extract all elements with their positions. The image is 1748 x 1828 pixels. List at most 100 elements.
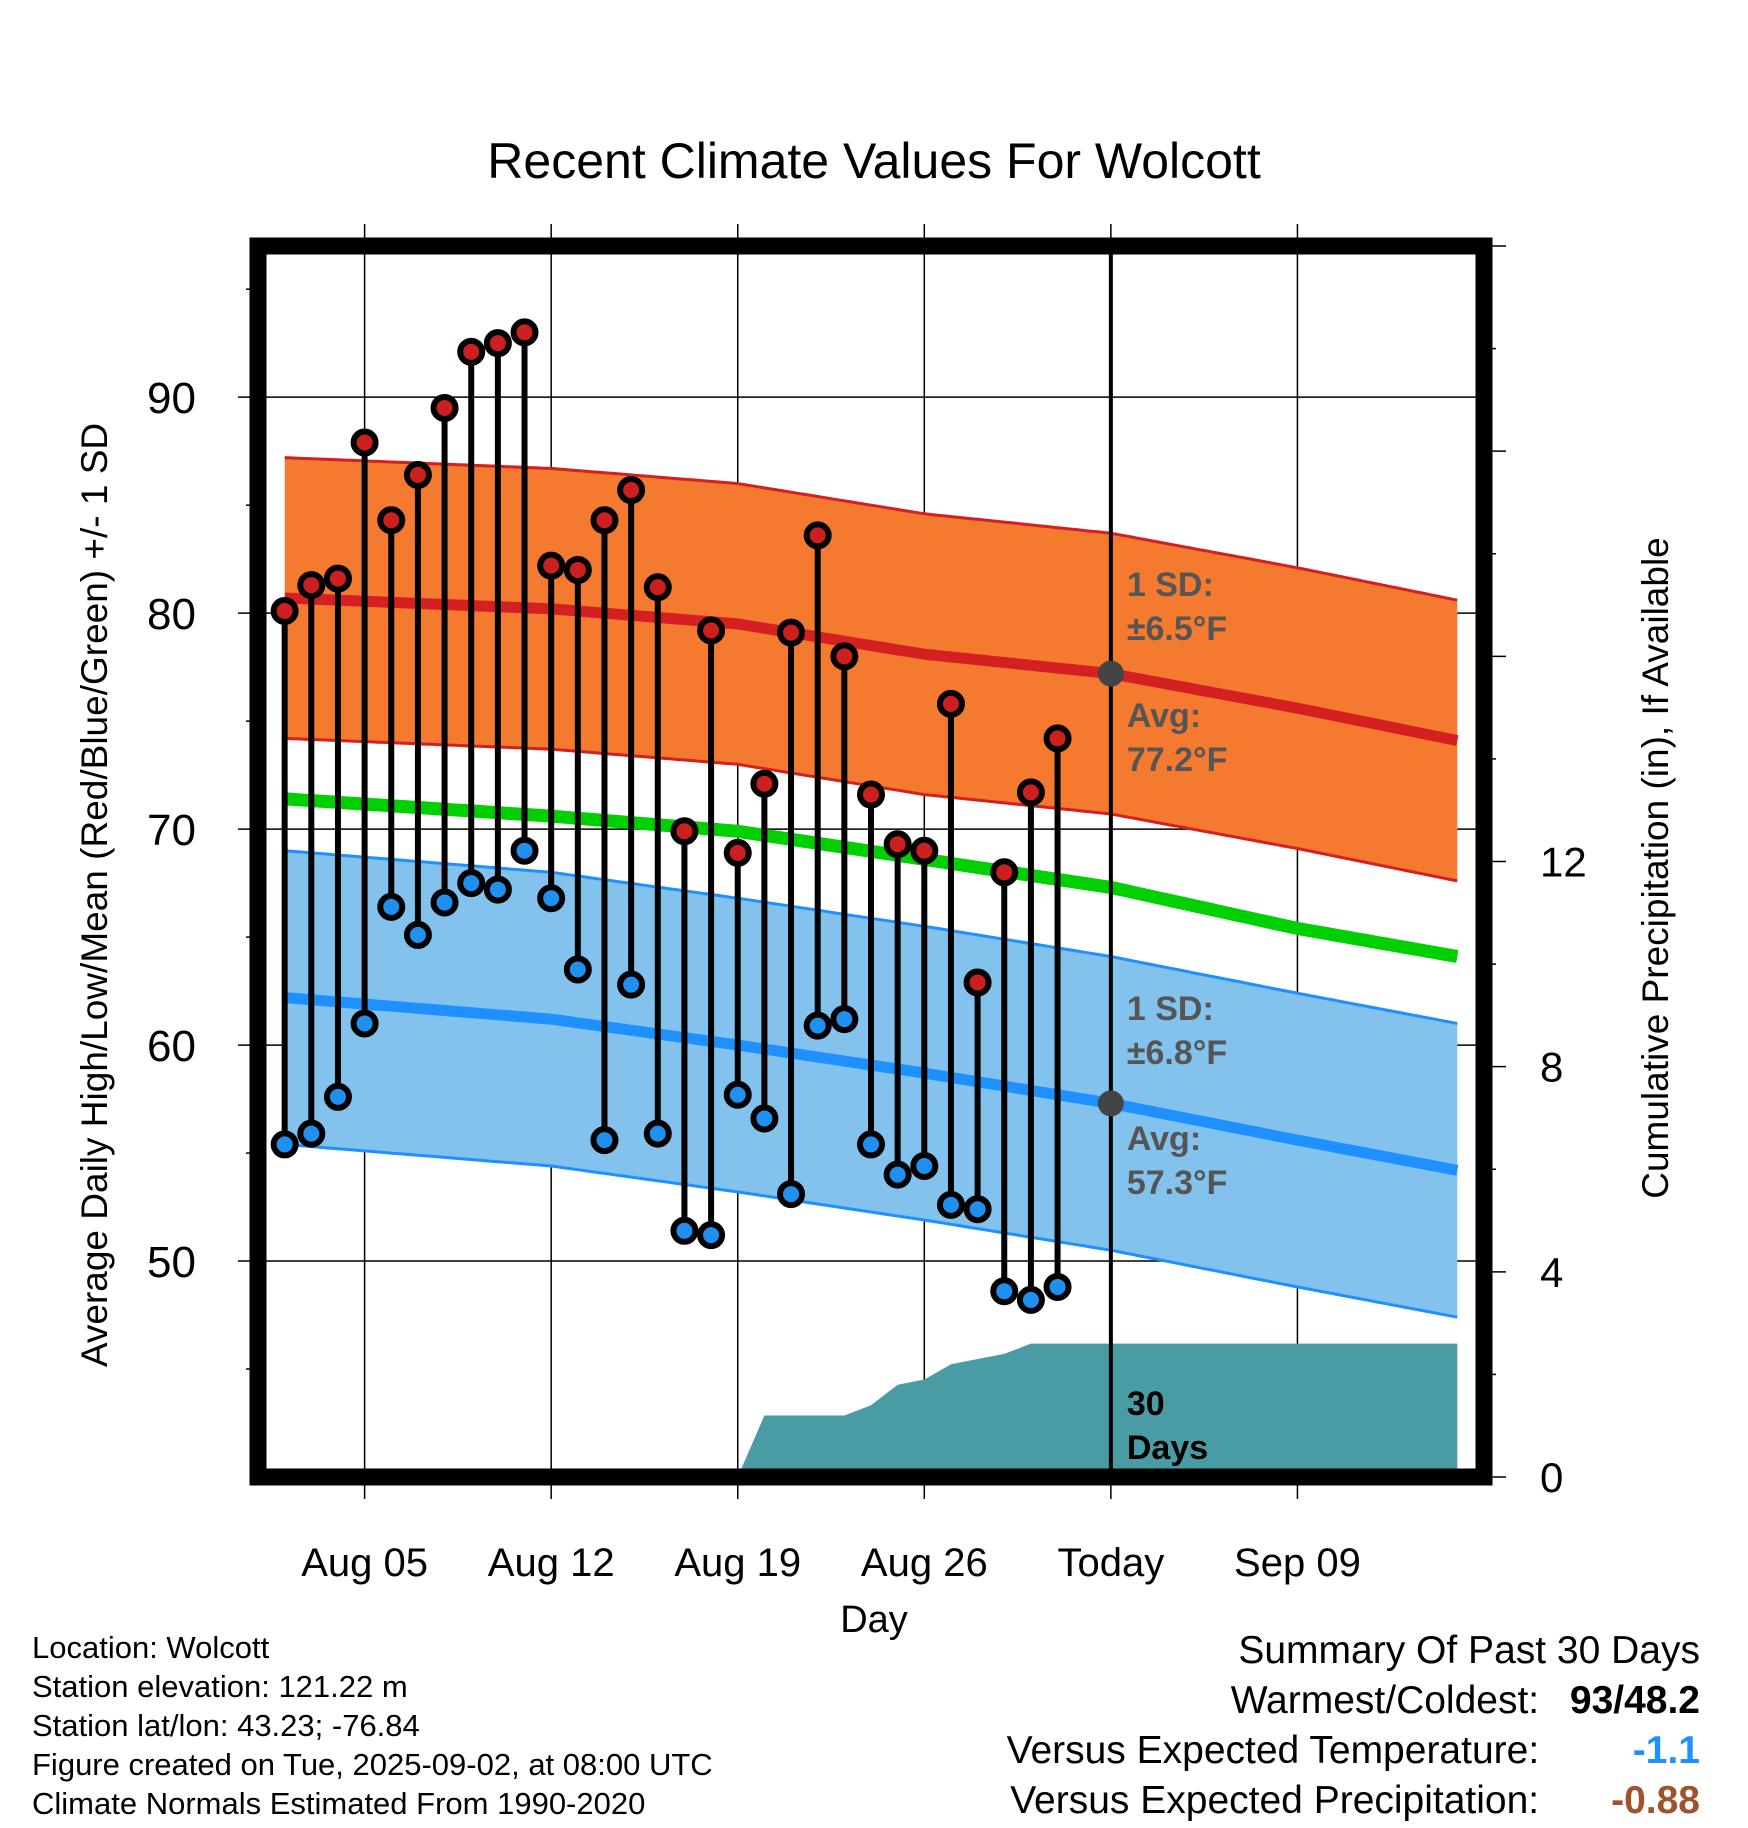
high-avg-value: 77.2°F bbox=[1127, 741, 1228, 779]
x-tick-label: Sep 09 bbox=[1234, 1541, 1361, 1585]
low-dot bbox=[670, 1216, 699, 1245]
low-dot bbox=[537, 884, 566, 913]
high-dot bbox=[563, 555, 592, 584]
low-dot bbox=[563, 955, 592, 984]
high-sd-value: ±6.5°F bbox=[1127, 610, 1227, 648]
low-dot bbox=[457, 869, 486, 898]
low-dot bbox=[483, 875, 512, 904]
high-dot bbox=[830, 642, 859, 671]
x-tick-label: Aug 05 bbox=[301, 1541, 428, 1585]
summary-panel: Summary Of Past 30 Days Warmest/Coldest:… bbox=[1007, 1626, 1700, 1826]
days-text-label: Days bbox=[1127, 1429, 1208, 1467]
low-dot bbox=[803, 1011, 832, 1040]
low-dot bbox=[297, 1119, 326, 1148]
normals-text: Climate Normals Estimated From 1990-2020 bbox=[32, 1786, 646, 1821]
high-dot bbox=[350, 428, 379, 457]
high-dot bbox=[430, 393, 459, 422]
high-dot bbox=[297, 571, 326, 600]
summary-title: Summary Of Past 30 Days bbox=[1238, 1629, 1700, 1672]
y2-tick-label: 0 bbox=[1540, 1454, 1563, 1501]
high-sd-band-upper-edge bbox=[284, 456, 1458, 602]
high-dot bbox=[590, 506, 619, 535]
low-dot bbox=[403, 920, 432, 949]
y2-tick-label: 8 bbox=[1540, 1044, 1563, 1091]
high-dot bbox=[457, 337, 486, 366]
latlon-text: Station lat/lon: 43.23; -76.84 bbox=[32, 1708, 420, 1743]
high-avg-label: Avg: bbox=[1127, 697, 1201, 735]
elevation-text: Station elevation: 121.22 m bbox=[32, 1669, 408, 1704]
low-dot bbox=[617, 970, 646, 999]
low-sd-band-lower-edge bbox=[284, 1142, 1458, 1319]
low-dot bbox=[323, 1082, 352, 1111]
high-dot bbox=[510, 318, 539, 347]
plot-area: 1 SD: ±6.5°F Avg: 77.2°F 1 SD: ±6.8°F Avg: 57.3… bbox=[147, 224, 1587, 1585]
high-dot bbox=[483, 329, 512, 358]
low-dot bbox=[883, 1160, 912, 1189]
high-dot bbox=[936, 689, 965, 718]
high-dot bbox=[670, 817, 699, 846]
y-tick-label: 50 bbox=[147, 1238, 196, 1287]
low-avg-value: 57.3°F bbox=[1127, 1164, 1228, 1202]
warmest-label: Warmest/Coldest: bbox=[1230, 1679, 1540, 1722]
high-dot bbox=[963, 968, 992, 997]
high-dot bbox=[990, 858, 1019, 887]
high-sd-label: 1 SD: bbox=[1127, 566, 1214, 604]
low-dot bbox=[430, 888, 459, 917]
high-dot bbox=[403, 460, 432, 489]
warmest-value: 93/48.2 bbox=[1569, 1679, 1700, 1722]
y2-tick-label: 4 bbox=[1540, 1249, 1563, 1296]
low-avg-label: Avg: bbox=[1127, 1120, 1201, 1158]
normal-high-line bbox=[284, 592, 1459, 746]
high-dot bbox=[377, 506, 406, 535]
precip-value: -0.88 bbox=[1611, 1779, 1700, 1822]
precip-area bbox=[737, 1343, 1458, 1477]
high-dot bbox=[750, 769, 779, 798]
precip-label: Versus Expected Precipitation: bbox=[1010, 1779, 1540, 1822]
y-tick-label: 60 bbox=[147, 1022, 196, 1071]
x-tick-label: Today bbox=[1057, 1541, 1164, 1585]
low-dot bbox=[1043, 1272, 1072, 1301]
x-tick-label: Aug 26 bbox=[861, 1541, 988, 1585]
low-dot bbox=[377, 892, 406, 921]
low-dot bbox=[830, 1005, 859, 1034]
low-dot bbox=[723, 1080, 752, 1109]
high-dot bbox=[643, 573, 672, 602]
low-dot bbox=[590, 1126, 619, 1155]
high-dot bbox=[777, 618, 806, 647]
low-dot bbox=[910, 1152, 939, 1181]
low-dot bbox=[936, 1190, 965, 1219]
high-dot bbox=[910, 836, 939, 865]
y2-axis-label: Cumulative Precipitation (in), If Availa… bbox=[1635, 537, 1676, 1199]
high-dot bbox=[270, 596, 299, 625]
today-low-marker bbox=[1097, 1090, 1124, 1117]
low-dot bbox=[777, 1180, 806, 1209]
warmest-row: Warmest/Coldest: 93/48.2 bbox=[1007, 1676, 1700, 1726]
low-dot bbox=[270, 1130, 299, 1159]
high-dot bbox=[323, 564, 352, 593]
created-text: Figure created on Tue, 2025-09-02, at 08… bbox=[32, 1747, 713, 1782]
low-dot bbox=[643, 1119, 672, 1148]
high-dot bbox=[803, 521, 832, 550]
high-dot bbox=[857, 780, 885, 809]
low-dot bbox=[510, 836, 539, 865]
low-dot bbox=[750, 1104, 779, 1133]
temp-label: Versus Expected Temperature: bbox=[1006, 1729, 1540, 1772]
y-tick-label: 90 bbox=[147, 374, 196, 423]
low-dot bbox=[990, 1277, 1019, 1306]
high-dot bbox=[1016, 778, 1045, 807]
y-tick-label: 70 bbox=[147, 806, 196, 855]
y2-tick-label: 12 bbox=[1540, 839, 1587, 886]
temp-value: -1.1 bbox=[1632, 1729, 1700, 1772]
precip-row: Versus Expected Precipitation: -0.88 bbox=[1007, 1776, 1700, 1826]
y-tick-label: 80 bbox=[147, 590, 196, 639]
station-info: Location: Wolcott Station elevation: 121… bbox=[32, 1628, 713, 1823]
low-dot bbox=[697, 1221, 726, 1250]
temp-row: Versus Expected Temperature: -1.1 bbox=[1007, 1726, 1700, 1776]
low-sd-value: ±6.8°F bbox=[1127, 1034, 1227, 1072]
low-dot bbox=[857, 1130, 885, 1159]
low-dot bbox=[963, 1195, 992, 1224]
low-dot bbox=[350, 1009, 379, 1038]
low-dot bbox=[1016, 1285, 1045, 1314]
low-sd-label: 1 SD: bbox=[1127, 990, 1214, 1028]
